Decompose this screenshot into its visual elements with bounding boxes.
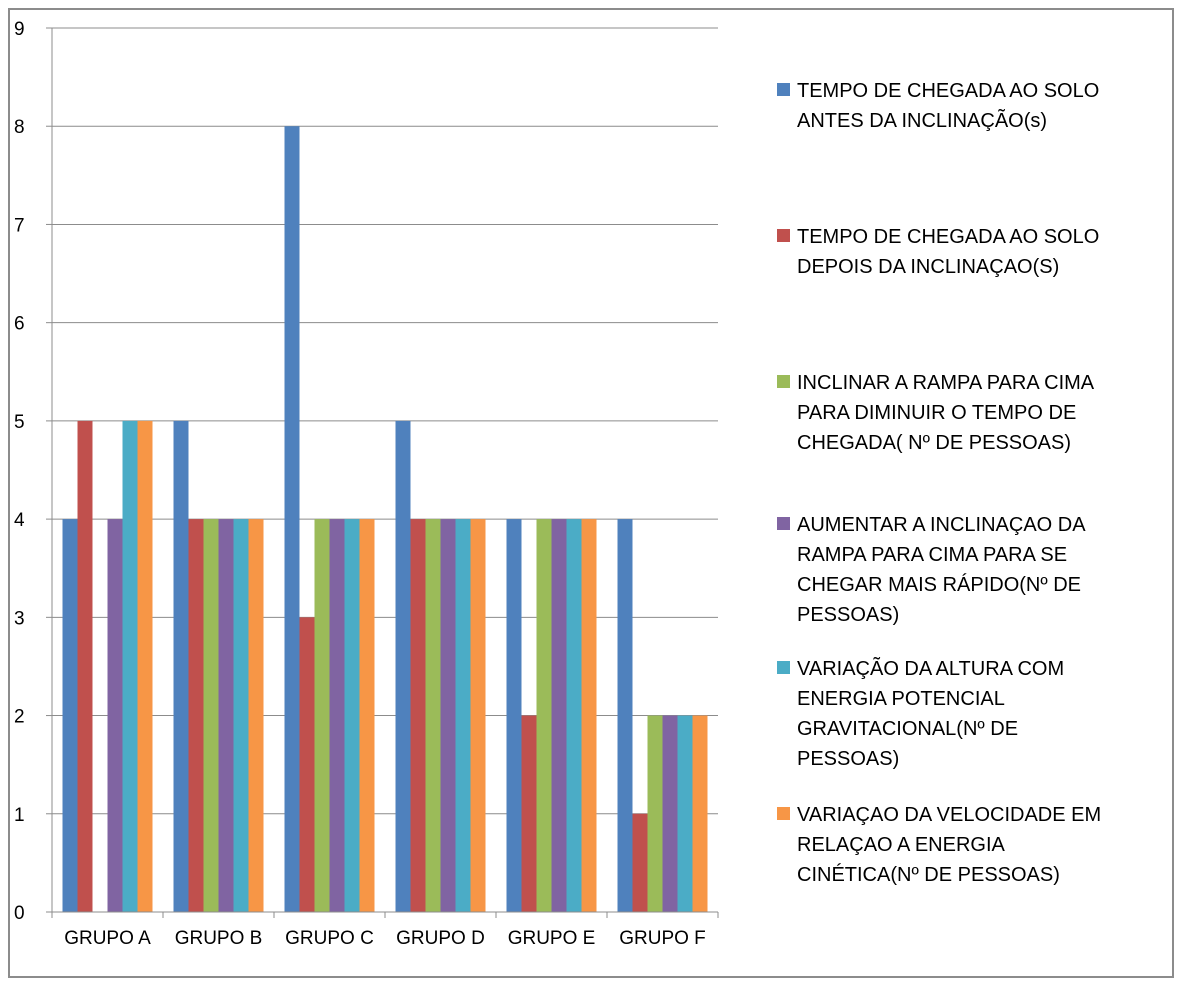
x-tick-label: GRUPO A <box>64 928 151 949</box>
bar <box>107 519 123 912</box>
bar <box>470 519 486 912</box>
legend-item: TEMPO DE CHEGADA AO SOLO DEPOIS DA INCLIN… <box>777 226 1099 278</box>
bar <box>566 519 582 912</box>
legend-label: INCLINAR A RAMPA PARA CIMA <box>797 372 1095 394</box>
legend-label: ENERGIA POTENCIAL <box>797 688 1005 710</box>
bar <box>314 519 330 912</box>
legend-label: CINÉTICA(Nº DE PESSOAS) <box>797 863 1060 886</box>
legend-label: AUMENTAR A INCLINAÇAO DA <box>797 514 1086 536</box>
bar <box>536 519 552 912</box>
legend-item: VARIAÇAO DA VELOCIDADE EM RELAÇAO A ENERG… <box>777 804 1101 886</box>
legend-swatch <box>777 83 790 96</box>
bar <box>233 519 249 912</box>
y-tick-label: 6 <box>14 314 25 335</box>
y-tick-label: 9 <box>14 19 25 40</box>
legend-swatch <box>777 229 790 242</box>
legend-label: DEPOIS DA INCLINAÇAO(S) <box>797 256 1059 278</box>
bar <box>395 420 411 912</box>
legend-label: VARIAÇAO DA VELOCIDADE EM <box>797 804 1101 826</box>
legend-label: TEMPO DE CHEGADA AO SOLO <box>797 226 1099 248</box>
y-tick-label: 0 <box>14 903 25 924</box>
y-tick-label: 1 <box>14 805 25 826</box>
bar <box>662 715 678 912</box>
bar <box>440 519 456 912</box>
legend-label: RAMPA PARA CIMA PARA SE <box>797 544 1067 566</box>
bar <box>299 617 315 912</box>
y-tick-label: 5 <box>14 412 25 433</box>
y-tick-label: 7 <box>14 215 25 236</box>
x-tick-label: GRUPO D <box>396 928 485 949</box>
bar <box>632 813 648 912</box>
bar <box>218 519 234 912</box>
bar <box>122 420 138 912</box>
x-tick-label: GRUPO B <box>175 928 263 949</box>
gridlines <box>52 27 718 815</box>
legend-label: CHEGADA( Nº DE PESSOAS) <box>797 432 1071 454</box>
bar <box>617 519 633 912</box>
bar <box>647 715 663 912</box>
axes: 0 1 2 3 4 5 6 7 8 9 GRUPO A GRUPO B GRUPO C GRUPO D GR… <box>14 19 719 949</box>
y-tick-label: 2 <box>14 707 25 728</box>
legend-label: GRAVITACIONAL(Nº DE <box>797 718 1018 740</box>
bar <box>284 126 300 912</box>
legend-item: INCLINAR A RAMPA PARA CIMA PARA DIMINUIR … <box>777 372 1095 454</box>
bars <box>62 126 708 912</box>
legend-swatch <box>777 517 790 530</box>
legend: TEMPO DE CHEGADA AO SOLO ANTES DA INCLINA… <box>777 80 1101 886</box>
y-tick-label: 8 <box>14 117 25 138</box>
legend-label: ANTES DA INCLINAÇÃO(s) <box>797 108 1047 132</box>
legend-label: VARIAÇÃO DA ALTURA COM <box>797 656 1064 680</box>
x-tick-label: GRUPO C <box>285 928 374 949</box>
bar <box>62 519 78 912</box>
bar <box>521 715 537 912</box>
bar <box>329 519 345 912</box>
legend-swatch <box>777 375 790 388</box>
bar <box>344 519 360 912</box>
legend-label: TEMPO DE CHEGADA AO SOLO <box>797 80 1099 102</box>
legend-swatch <box>777 661 790 674</box>
bar <box>359 519 375 912</box>
bar <box>77 420 93 912</box>
legend-label: PESSOAS) <box>797 604 899 626</box>
bar <box>137 420 153 912</box>
legend-item: TEMPO DE CHEGADA AO SOLO ANTES DA INCLINA… <box>777 80 1099 132</box>
y-tick-label: 4 <box>14 510 25 531</box>
bar <box>248 519 264 912</box>
bar <box>425 519 441 912</box>
bar <box>173 420 189 912</box>
bar <box>410 519 426 912</box>
y-tick-label: 3 <box>14 608 25 629</box>
bar <box>551 519 567 912</box>
bar <box>692 715 708 912</box>
bar <box>506 519 522 912</box>
legend-item: VARIAÇÃO DA ALTURA COM ENERGIA POTENCIAL G… <box>777 656 1064 770</box>
bar <box>455 519 471 912</box>
bar <box>188 519 204 912</box>
bar <box>677 715 693 912</box>
legend-label: PARA DIMINUIR O TEMPO DE <box>797 402 1076 424</box>
legend-item: AUMENTAR A INCLINAÇAO DA RAMPA PARA CIMA … <box>777 514 1086 626</box>
legend-swatch <box>777 807 790 820</box>
legend-label: CHEGAR MAIS RÁPIDO(Nº DE <box>797 573 1081 596</box>
x-tick-label: GRUPO E <box>508 928 596 949</box>
bar <box>581 519 597 912</box>
bar <box>203 519 219 912</box>
legend-label: PESSOAS) <box>797 748 899 770</box>
legend-label: RELAÇAO A ENERGIA <box>797 834 1006 856</box>
x-tick-label: GRUPO F <box>619 928 706 949</box>
